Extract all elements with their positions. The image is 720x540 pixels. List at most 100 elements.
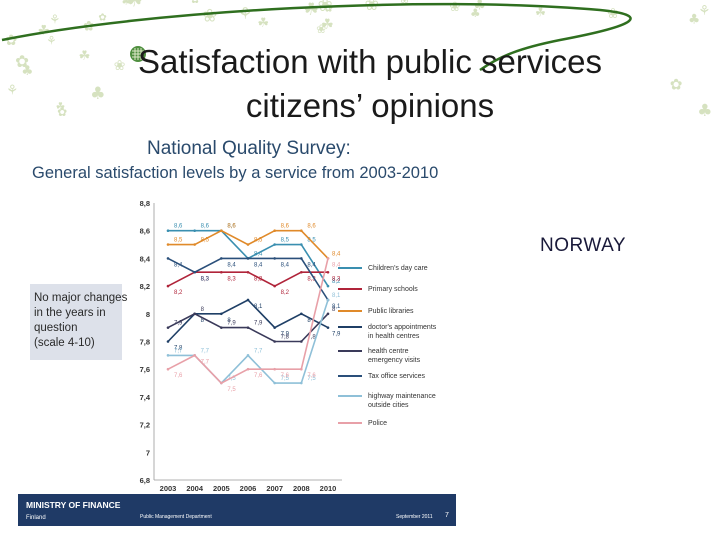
pattern-glyph: ✿ [57,105,67,119]
y-tick-label: 7,8 [140,338,150,347]
pattern-glyph: ⚘ [698,3,710,19]
data-label: 7,5 [227,376,236,382]
slide-title: Satisfaction with public services citize… [90,40,650,128]
data-label: 7,6 [307,373,316,379]
data-point [326,312,330,316]
data-point [300,257,303,260]
data-label: 8,3 [254,276,263,282]
pattern-glyph: ☘ [56,100,66,113]
pattern-glyph: ⚘ [49,11,60,26]
note-line-2: in the years in [34,307,106,319]
data-label: 7,5 [307,376,316,382]
pattern-glyph: ❀ [365,0,379,15]
pattern-glyph: ♣ [21,63,33,79]
survey-title-line-1: National Quality Survey: [147,138,351,159]
data-point [166,340,170,343]
legend-label: health centre [368,348,409,355]
data-label: 8,1 [332,304,341,310]
footer-department: Public Management Department [140,514,212,520]
pattern-glyph: ✿ [5,32,17,49]
footer-org-line-1: MINISTRY OF FINANCE [26,500,121,510]
pattern-glyph: ⚘ [46,34,57,48]
data-label: 8,4 [254,251,263,257]
data-point [166,229,170,232]
y-tick-label: 7 [146,448,150,457]
bullet-icon [130,46,146,62]
pattern-glyphs: ✿❀♣❀☘⚘♣❀☘⚘✿♣✿❀☘♣❀☘✿❀♣✿♣✿❀☘⚘✿❀☘⚘✿☘⚘♣☘ [5,0,712,120]
data-point [273,367,276,371]
pattern-glyph: ⚘ [6,83,18,99]
data-label: 8,4 [281,262,290,268]
pattern-glyph: ☘ [535,6,546,20]
pattern-glyph: ♣ [470,6,481,20]
data-point [326,270,330,274]
data-point [300,270,303,274]
data-point [273,229,276,232]
data-label: 7,8 [307,335,316,341]
pattern-glyph: ❀ [399,0,410,6]
data-point [246,354,250,357]
data-label: 8,5 [254,238,263,244]
data-point [166,354,170,357]
data-label: 7,7 [174,348,183,354]
data-label: 8,2 [332,279,341,285]
data-label: 7,5 [227,387,236,393]
data-label: 8 [307,318,311,324]
data-label: 8,4 [254,262,263,268]
note-line-4: (scale 4-10) [34,337,95,349]
data-point [220,381,223,385]
pattern-glyph: ♣ [688,13,700,28]
slide-title-line-2: citizens’ opinions [245,87,495,124]
y-tick-label: 7,6 [140,365,150,374]
data-label: 8 [201,307,205,313]
data-label: 8,3 [332,276,341,282]
data-label: 7,6 [281,373,290,379]
data-label: 8,4 [227,262,236,268]
data-point [273,257,276,260]
data-point [193,312,196,316]
legend-label: Children's day care [368,265,428,272]
data-label: 7,6 [174,373,183,379]
data-point [220,229,223,232]
data-label: 7,9 [332,332,341,338]
pattern-glyph: ❀ [202,5,217,26]
survey-image: National Quality Survey: General satisfa… [18,128,456,526]
data-label: 7,9 [281,332,290,338]
data-label: 7,9 [174,321,183,327]
x-tick-label: 2006 [240,484,257,493]
data-point [220,326,223,329]
data-label: 8,5 [174,238,183,244]
pattern-glyph: ❀ [318,0,333,16]
pattern-glyph: ✿ [98,13,106,24]
pattern-glyph: ☘ [38,23,50,39]
data-label: 8,4 [332,251,341,257]
pattern-glyph: ♣ [121,0,131,8]
y-tick-label: 8,8 [140,199,150,208]
legend-label: Police [368,420,387,427]
pattern-glyph: ☘ [304,0,319,20]
data-label: 8,1 [332,293,341,299]
pattern-glyph: ✿ [670,76,683,94]
x-tick-label: 2004 [186,484,204,493]
data-label: 8,3 [227,276,236,282]
data-label: 7,8 [174,346,183,352]
legend-label: Public libraries [368,308,414,315]
data-point [326,298,330,302]
chart-legend: Children's day care Primary schools Public… [338,265,437,427]
x-tick-label: 2003 [160,484,177,493]
pattern-glyph: ❀ [316,22,326,36]
x-tick-label: 2008 [293,484,310,493]
data-point [273,326,276,329]
data-label: 7,5 [281,376,290,382]
data-point [193,243,196,246]
data-point [193,270,196,274]
data-label: 8,6 [281,224,290,230]
pattern-glyph: ❀ [607,6,619,22]
line-chart: 8,8 8,6 8,4 8,2 8 7,8 7,6 7,4 7,2 7 6,8 2003 2004 200… [140,199,342,493]
note-line-3: question [34,322,77,334]
data-point [246,257,250,260]
data-point [220,312,223,316]
data-point [166,326,170,329]
data-point [300,381,303,385]
data-label: 8,6 [227,224,236,230]
